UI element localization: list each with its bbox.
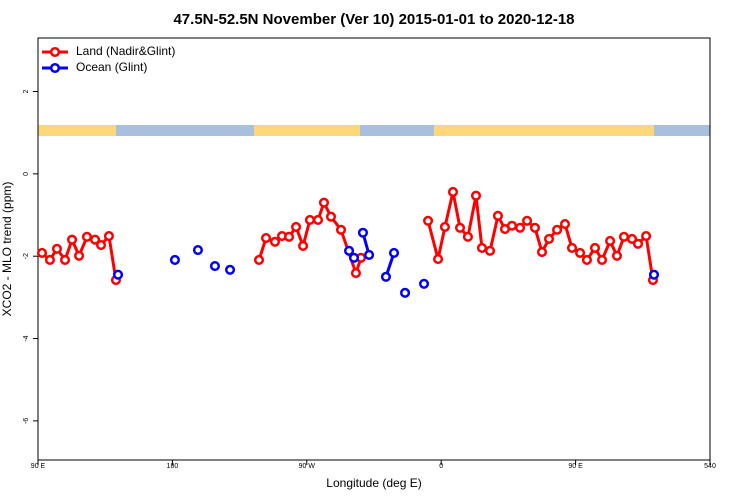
x-tick-label: 0 — [439, 463, 443, 470]
data-point — [112, 269, 124, 280]
x-tick-label: 540 — [704, 463, 716, 470]
data-point — [209, 261, 221, 272]
data-point — [433, 254, 444, 265]
data-point — [605, 235, 616, 247]
data-point — [575, 247, 586, 258]
data-point — [357, 227, 368, 238]
data-point — [260, 233, 272, 244]
data-point — [290, 221, 302, 233]
data-point — [648, 269, 660, 280]
legend: Land (Nadir&Glint) Ocean (Glint) — [42, 44, 175, 74]
y-tick-label: 2 — [23, 89, 30, 93]
data-point — [44, 254, 55, 265]
data-point — [618, 231, 630, 242]
data-point — [462, 231, 473, 242]
data-point — [632, 238, 644, 249]
data-point — [559, 219, 571, 230]
data-point — [552, 224, 563, 235]
data-point — [95, 240, 107, 251]
data-point — [350, 268, 361, 279]
data-point — [470, 190, 482, 201]
data-point — [596, 254, 608, 265]
data-point — [380, 271, 391, 282]
data-point — [36, 247, 48, 258]
land-ocean-strip — [38, 125, 710, 136]
data-point — [66, 234, 78, 245]
plot-frame — [37, 37, 711, 461]
data-point — [454, 222, 466, 233]
series-line — [41, 191, 655, 281]
data-point — [312, 214, 324, 226]
data-point — [536, 247, 548, 258]
data-point — [476, 242, 488, 254]
data-point — [51, 243, 63, 254]
data-point — [611, 250, 623, 261]
data-point — [253, 254, 265, 265]
x-tick-label: 90 E — [31, 463, 46, 470]
data-point — [400, 287, 411, 298]
data-point — [439, 221, 450, 233]
data-point — [269, 236, 281, 247]
data-point — [529, 222, 541, 233]
data-point — [335, 224, 347, 235]
legend-marker — [49, 62, 61, 74]
legend-label: Land (Nadir&Glint) — [76, 44, 175, 58]
data-point — [318, 197, 330, 208]
y-tick-label: 0 — [23, 172, 30, 176]
data-point — [298, 240, 309, 251]
data-point — [514, 222, 526, 233]
data-point — [566, 242, 578, 254]
x-tick-label: 90 W — [299, 463, 316, 470]
y-axis-label: XCO2 - MLO trend (ppm) — [0, 182, 14, 317]
data-point — [581, 254, 592, 265]
data-point — [543, 233, 555, 244]
data-point — [418, 278, 430, 289]
data-point — [364, 249, 375, 261]
data-point — [344, 245, 355, 256]
data-point — [74, 250, 85, 261]
legend-marker — [49, 46, 61, 58]
data-point — [304, 214, 315, 226]
data-point — [388, 247, 400, 258]
data-point — [348, 252, 360, 263]
x-tick-label: 180 — [167, 463, 179, 470]
y-tick-label: -6 — [23, 418, 30, 424]
data-point — [224, 264, 236, 275]
data-point — [192, 244, 203, 256]
y-tick-label: -4 — [23, 335, 30, 341]
data-point — [589, 242, 601, 254]
data-point — [447, 186, 459, 198]
chart-title: 47.5N-52.5N November (Ver 10) 2015-01-01… — [173, 11, 574, 28]
data-point — [484, 245, 496, 256]
x-tick-label: 90 E — [568, 463, 583, 470]
data-point — [641, 230, 652, 242]
data-point — [283, 231, 295, 242]
data-point — [522, 215, 533, 226]
data-point — [89, 234, 101, 245]
data-point — [492, 210, 503, 221]
data-point — [103, 230, 114, 242]
data-point — [325, 211, 337, 222]
data-point — [81, 231, 93, 242]
data-point — [169, 254, 180, 265]
data-point — [626, 233, 638, 244]
y-tick-label: -2 — [23, 253, 30, 259]
data-point — [59, 254, 71, 265]
data-point — [423, 215, 434, 226]
data-point — [506, 220, 518, 231]
legend-label: Ocean (Glint) — [76, 60, 147, 74]
x-axis-label: Longitude (deg E) — [326, 476, 421, 490]
